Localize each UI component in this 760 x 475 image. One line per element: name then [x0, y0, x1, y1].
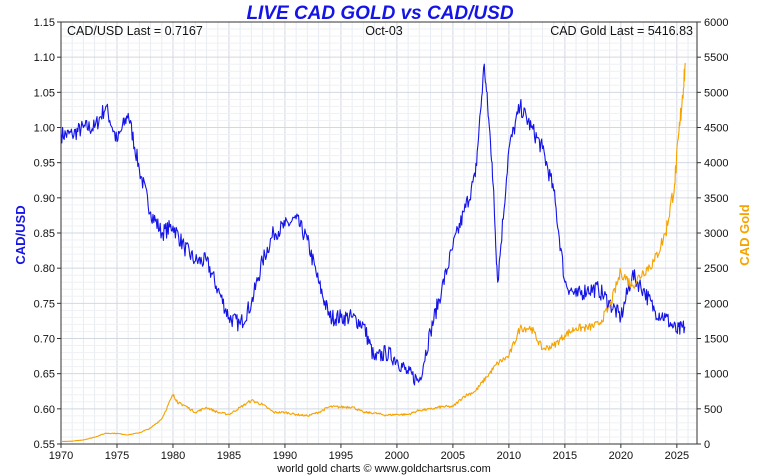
x-tick-label: 2015 — [553, 450, 577, 462]
info-cad-usd-last: CAD/USD Last = 0.7167 — [67, 24, 203, 38]
y-axis-left-label: CAD/USD — [13, 205, 28, 264]
y-right-tick-label: 3500 — [704, 193, 728, 205]
info-cad-gold-last: CAD Gold Last = 5416.83 — [550, 24, 693, 38]
y-left-tick-label: 1.05 — [34, 87, 55, 99]
y-right-tick-label: 0 — [704, 439, 710, 451]
y-right-tick-label: 5500 — [704, 52, 728, 64]
chart-title: LIVE CAD GOLD vs CAD/USD — [246, 3, 513, 24]
credit-text: world gold charts © www.goldchartsrus.co… — [276, 463, 491, 475]
grid — [60, 21, 697, 445]
y-right-tick-label: 4500 — [704, 123, 728, 135]
y-left-tick-label: 0.60 — [34, 404, 55, 416]
y-right-tick-label: 1500 — [704, 334, 728, 346]
axis-layer: 1970 1975 1980 1985 1990 1995 2000 2005 2010 2015… — [34, 17, 729, 462]
x-tick-label: 2000 — [385, 450, 409, 462]
x-tick-label: 1975 — [105, 450, 129, 462]
y-left-tick-label: 0.55 — [34, 439, 55, 451]
y-left-tick-label: 0.95 — [34, 158, 55, 170]
x-tick-label: 1980 — [161, 450, 185, 462]
y-right-tick-label: 6000 — [704, 17, 728, 29]
y-left-tick-label: 0.85 — [34, 228, 55, 240]
series-layer — [60, 62, 686, 443]
y-right-tick-label: 5000 — [704, 87, 728, 99]
series-line-cad-gold — [61, 62, 686, 443]
x-tick-label: 1990 — [273, 450, 297, 462]
y-left-tick-label: 0.70 — [34, 334, 55, 346]
x-tick-label: 2005 — [441, 450, 465, 462]
y-left-tick-label: 0.80 — [34, 263, 55, 275]
y-left-tick-label: 0.65 — [34, 369, 55, 381]
y-left-tick-label: 0.90 — [34, 193, 55, 205]
x-tick-label: 2025 — [665, 450, 689, 462]
y-right-tick-label: 500 — [704, 404, 722, 416]
info-date: Oct-03 — [365, 24, 403, 38]
x-tick-label: 1985 — [217, 450, 241, 462]
y-left-tick-label: 1.15 — [34, 17, 55, 29]
y-axis-right-label: CAD Gold — [737, 204, 752, 265]
series-line-cad-usd — [60, 63, 686, 386]
y-left-tick-label: 1.10 — [34, 52, 55, 64]
x-tick-label: 1995 — [329, 450, 353, 462]
x-tick-label: 1970 — [49, 450, 73, 462]
x-tick-label: 2020 — [609, 450, 633, 462]
y-right-tick-label: 2500 — [704, 263, 728, 275]
y-left-tick-label: 1.00 — [34, 123, 55, 135]
x-tick-label: 2010 — [497, 450, 521, 462]
y-right-tick-label: 3000 — [704, 228, 728, 240]
y-right-tick-label: 1000 — [704, 369, 728, 381]
y-left-tick-label: 0.75 — [34, 298, 55, 310]
y-right-tick-label: 4000 — [704, 158, 728, 170]
y-right-tick-label: 2000 — [704, 298, 728, 310]
